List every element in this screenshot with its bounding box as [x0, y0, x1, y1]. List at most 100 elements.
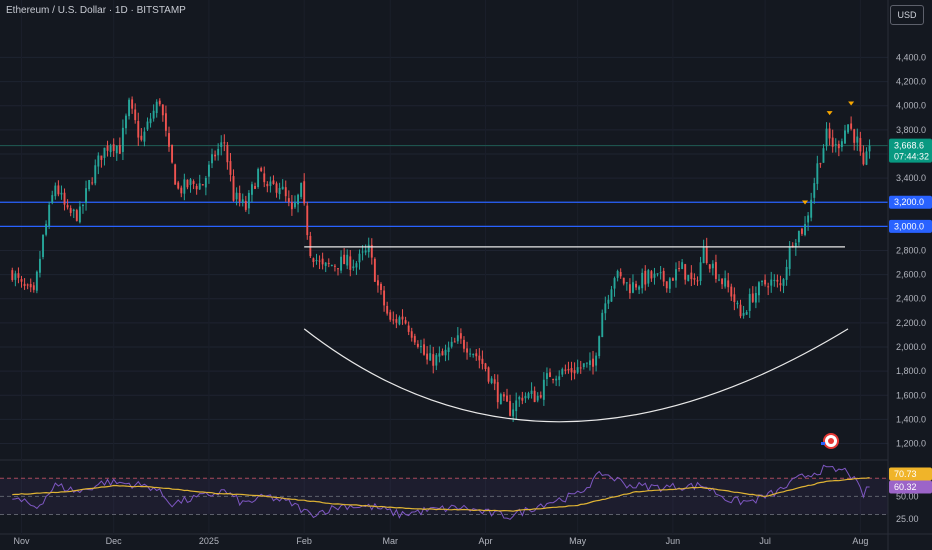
- candle: [607, 294, 610, 310]
- candle: [807, 212, 810, 231]
- candle-body: [598, 336, 601, 357]
- candle: [395, 314, 398, 329]
- candle: [278, 182, 281, 200]
- candle: [641, 268, 644, 294]
- candle-body: [214, 154, 217, 157]
- candle-body: [868, 145, 871, 152]
- candle-body: [343, 254, 346, 265]
- candle: [518, 395, 521, 407]
- candle: [862, 145, 865, 166]
- candle-body: [844, 130, 846, 144]
- candle: [398, 315, 401, 326]
- candle: [837, 140, 840, 157]
- candle-body: [152, 110, 155, 119]
- candle: [718, 274, 720, 282]
- currency-button[interactable]: USD: [890, 5, 924, 25]
- candle-body: [613, 278, 616, 289]
- candle-body: [721, 278, 724, 285]
- candle: [730, 283, 733, 301]
- candle: [128, 97, 131, 120]
- candle-body: [318, 260, 321, 262]
- rsi-pane: [0, 464, 888, 520]
- candle-body: [85, 188, 87, 204]
- candle: [524, 392, 527, 403]
- candle: [662, 267, 665, 287]
- candle: [38, 250, 41, 278]
- candle: [472, 353, 475, 358]
- candle-body: [35, 271, 38, 291]
- candle-body: [23, 283, 26, 286]
- x-tick-label: Jul: [759, 536, 771, 546]
- candle-body: [564, 369, 567, 371]
- candle: [54, 182, 57, 200]
- candle: [155, 99, 158, 118]
- candle-body: [183, 179, 186, 194]
- y-tick-label: 3,800.0: [896, 125, 926, 135]
- candle: [284, 180, 287, 202]
- candle-body: [859, 138, 862, 152]
- candle: [561, 367, 564, 377]
- candle: [628, 278, 631, 299]
- candle: [266, 181, 269, 193]
- candle-body: [588, 360, 591, 365]
- candles: [11, 96, 871, 422]
- candle: [229, 153, 232, 182]
- candle: [164, 105, 167, 137]
- candle: [585, 362, 588, 368]
- candle: [82, 203, 84, 214]
- candle-body: [211, 154, 213, 164]
- candle: [14, 270, 17, 287]
- y-tick-label: 2,200.0: [896, 318, 926, 328]
- rsi-ma-badge: 70.73: [894, 469, 917, 479]
- candle: [856, 128, 859, 151]
- candle-body: [736, 302, 739, 305]
- candle-body: [266, 183, 269, 187]
- candle-body: [204, 177, 207, 188]
- candle-body: [481, 358, 484, 364]
- candle-body: [518, 397, 521, 400]
- candle-body: [352, 266, 355, 269]
- candle: [303, 173, 306, 206]
- candle-body: [635, 283, 637, 288]
- candle: [186, 179, 189, 190]
- candle-body: [45, 223, 48, 235]
- candle: [294, 195, 296, 209]
- candle-body: [595, 355, 598, 366]
- candle-body: [751, 293, 754, 302]
- candle-body: [198, 183, 201, 190]
- last-price-badge-bg: [889, 138, 932, 163]
- x-tick-label: Nov: [14, 536, 31, 546]
- candle: [60, 185, 63, 200]
- candle: [656, 273, 659, 277]
- candle-body: [401, 316, 404, 320]
- candle-body: [570, 368, 573, 373]
- candle-body: [75, 210, 78, 221]
- candle: [754, 286, 757, 309]
- candle: [834, 138, 837, 153]
- candle: [207, 160, 210, 184]
- candle-body: [158, 100, 161, 105]
- candle: [714, 254, 717, 283]
- candle-body: [432, 354, 435, 366]
- y-tick-label: 1,200.0: [896, 439, 926, 449]
- x-tick-label: Dec: [106, 536, 123, 546]
- y-tick-label: 2,400.0: [896, 294, 926, 304]
- axis-badges: 3,200.0 3,000.0 3,668.607:44:32 70.73 60.32: [889, 138, 932, 494]
- candle: [724, 270, 727, 289]
- candle: [318, 255, 321, 270]
- candle-body: [754, 293, 757, 303]
- candle-body: [106, 145, 109, 151]
- x-tick-label: Feb: [296, 536, 312, 546]
- candle: [810, 192, 813, 222]
- candle: [711, 260, 714, 276]
- candle: [211, 148, 213, 169]
- candle: [748, 288, 751, 318]
- candle: [521, 391, 524, 405]
- candle: [598, 335, 601, 359]
- candle: [78, 201, 81, 224]
- candle: [118, 137, 121, 155]
- candle: [189, 178, 192, 193]
- candle-body: [788, 246, 791, 269]
- alert-icon[interactable]: [821, 433, 839, 449]
